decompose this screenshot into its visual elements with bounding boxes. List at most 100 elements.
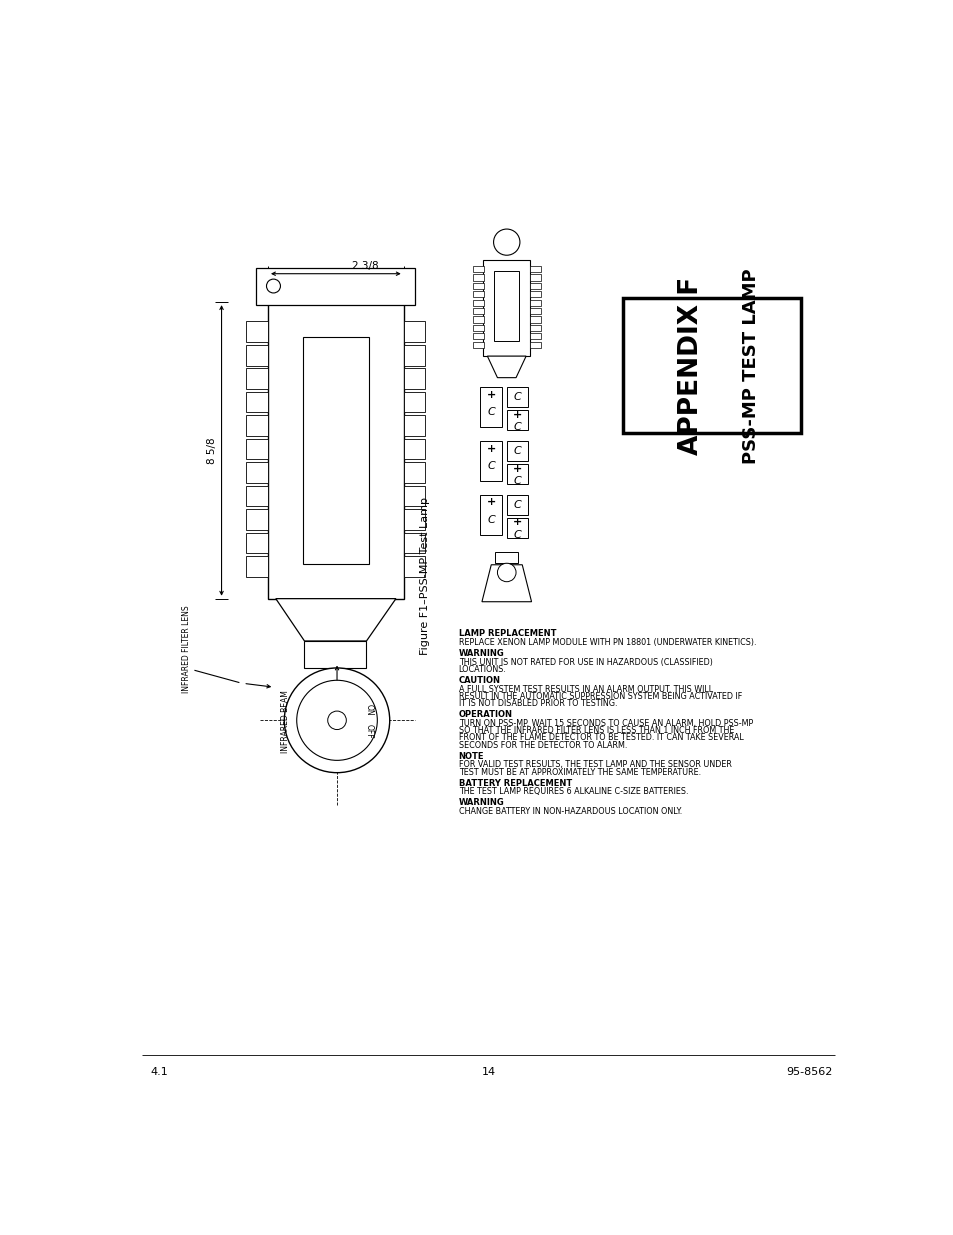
Text: +: + xyxy=(513,463,521,473)
Text: IT IS NOT DISABLED PRIOR TO TESTING.: IT IS NOT DISABLED PRIOR TO TESTING. xyxy=(458,699,617,708)
Bar xyxy=(246,556,268,577)
Bar xyxy=(472,274,483,280)
Bar xyxy=(530,291,540,298)
Text: WARNING: WARNING xyxy=(458,799,504,808)
Text: REPLACE XENON LAMP MODULE WITH PN 18801 (UNDERWATER KINETICS).: REPLACE XENON LAMP MODULE WITH PN 18801 … xyxy=(458,638,756,647)
Bar xyxy=(472,300,483,306)
Circle shape xyxy=(296,680,377,761)
Text: CAUTION: CAUTION xyxy=(458,676,500,685)
Text: C: C xyxy=(487,408,495,417)
Text: C: C xyxy=(513,500,521,510)
Bar xyxy=(506,441,528,461)
Bar xyxy=(530,300,540,306)
Text: TEST MUST BE AT APPROXIMATELY THE SAME TEMPERATURE.: TEST MUST BE AT APPROXIMATELY THE SAME T… xyxy=(458,768,700,777)
Text: C: C xyxy=(513,422,521,432)
Bar xyxy=(495,552,517,563)
Text: C: C xyxy=(513,530,521,540)
Text: ON: ON xyxy=(365,704,374,715)
Bar xyxy=(480,495,501,535)
Circle shape xyxy=(266,279,280,293)
Bar xyxy=(530,342,540,348)
Text: LAMP REPLACEMENT: LAMP REPLACEMENT xyxy=(458,630,556,638)
Bar xyxy=(530,325,540,331)
Bar xyxy=(506,410,528,430)
Text: C: C xyxy=(513,391,521,401)
Circle shape xyxy=(493,228,519,256)
Text: OPERATION: OPERATION xyxy=(458,710,512,719)
Text: +: + xyxy=(513,517,521,527)
Polygon shape xyxy=(481,564,531,601)
Text: RESULT IN THE AUTOMATIC SUPPRESSION SYSTEM BEING ACTIVATED IF: RESULT IN THE AUTOMATIC SUPPRESSION SYST… xyxy=(458,692,741,700)
Bar xyxy=(246,345,268,366)
Text: C: C xyxy=(513,475,521,485)
Bar xyxy=(472,308,483,314)
Text: NOTE: NOTE xyxy=(458,752,484,761)
Bar xyxy=(268,303,403,599)
Text: WARNING: WARNING xyxy=(458,650,504,658)
Bar xyxy=(246,532,268,553)
Bar xyxy=(403,391,425,412)
Bar xyxy=(480,441,501,480)
Text: BATTERY REPLACEMENT: BATTERY REPLACEMENT xyxy=(458,779,572,788)
Text: 2 3/8: 2 3/8 xyxy=(352,261,378,270)
Bar xyxy=(303,337,369,564)
Polygon shape xyxy=(487,356,525,378)
Text: 95-8562: 95-8562 xyxy=(785,1067,831,1077)
Bar xyxy=(483,259,530,356)
Bar xyxy=(246,391,268,412)
Bar xyxy=(403,462,425,483)
Circle shape xyxy=(497,563,516,582)
Text: SECONDS FOR THE DETECTOR TO ALARM.: SECONDS FOR THE DETECTOR TO ALARM. xyxy=(458,741,626,750)
Text: Figure F1–PSS-MP Test Lamp: Figure F1–PSS-MP Test Lamp xyxy=(420,496,430,655)
Bar xyxy=(403,345,425,366)
Text: C: C xyxy=(487,461,495,472)
Bar xyxy=(472,316,483,322)
Text: CHANGE BATTERY IN NON-HAZARDOUS LOCATION ONLY.: CHANGE BATTERY IN NON-HAZARDOUS LOCATION… xyxy=(458,806,681,816)
Bar xyxy=(472,325,483,331)
Bar xyxy=(506,464,528,484)
Bar xyxy=(256,268,415,305)
Text: 14: 14 xyxy=(481,1067,496,1077)
Bar xyxy=(506,495,528,515)
Text: C: C xyxy=(513,446,521,456)
Bar xyxy=(246,485,268,506)
Text: C: C xyxy=(487,515,495,525)
Text: +: + xyxy=(486,389,496,400)
Text: THIS UNIT IS NOT RATED FOR USE IN HAZARDOUS (CLASSIFIED): THIS UNIT IS NOT RATED FOR USE IN HAZARD… xyxy=(458,657,712,667)
Bar xyxy=(506,517,528,537)
Bar xyxy=(622,299,801,433)
Text: FOR VALID TEST RESULTS, THE TEST LAMP AND THE SENSOR UNDER: FOR VALID TEST RESULTS, THE TEST LAMP AN… xyxy=(458,761,731,769)
Bar xyxy=(472,342,483,348)
Bar xyxy=(472,291,483,298)
Text: A FULL SYSTEM TEST RESULTS IN AN ALARM OUTPUT. THIS WILL: A FULL SYSTEM TEST RESULTS IN AN ALARM O… xyxy=(458,684,712,694)
Bar xyxy=(480,387,501,427)
Bar xyxy=(506,387,528,406)
Text: +: + xyxy=(486,498,496,508)
Bar xyxy=(246,438,268,459)
Bar xyxy=(403,368,425,389)
Bar xyxy=(246,321,268,342)
Bar xyxy=(246,415,268,436)
Bar xyxy=(530,308,540,314)
Bar xyxy=(246,368,268,389)
Bar xyxy=(403,485,425,506)
Bar xyxy=(246,509,268,530)
Bar xyxy=(403,509,425,530)
Bar xyxy=(530,274,540,280)
Text: THE TEST LAMP REQUIRES 6 ALKALINE C-SIZE BATTERIES.: THE TEST LAMP REQUIRES 6 ALKALINE C-SIZE… xyxy=(458,787,687,797)
Bar xyxy=(246,462,268,483)
Bar xyxy=(472,333,483,340)
Text: LOCATIONS.: LOCATIONS. xyxy=(458,664,506,674)
Bar xyxy=(472,283,483,289)
Text: 4.1: 4.1 xyxy=(150,1067,168,1077)
Text: SO THAT THE INFRARED FILTER LENS IS LESS THAN 1 INCH FROM THE: SO THAT THE INFRARED FILTER LENS IS LESS… xyxy=(458,726,733,735)
Circle shape xyxy=(284,668,390,773)
Bar xyxy=(403,438,425,459)
Bar xyxy=(472,266,483,272)
Bar xyxy=(403,321,425,342)
Bar xyxy=(530,333,540,340)
Text: INFRARED FILTER LENS: INFRARED FILTER LENS xyxy=(182,605,191,693)
Text: PSS-MP TEST LAMP: PSS-MP TEST LAMP xyxy=(741,268,760,463)
Text: APPENDIX F: APPENDIX F xyxy=(677,277,703,454)
Bar xyxy=(304,641,366,668)
